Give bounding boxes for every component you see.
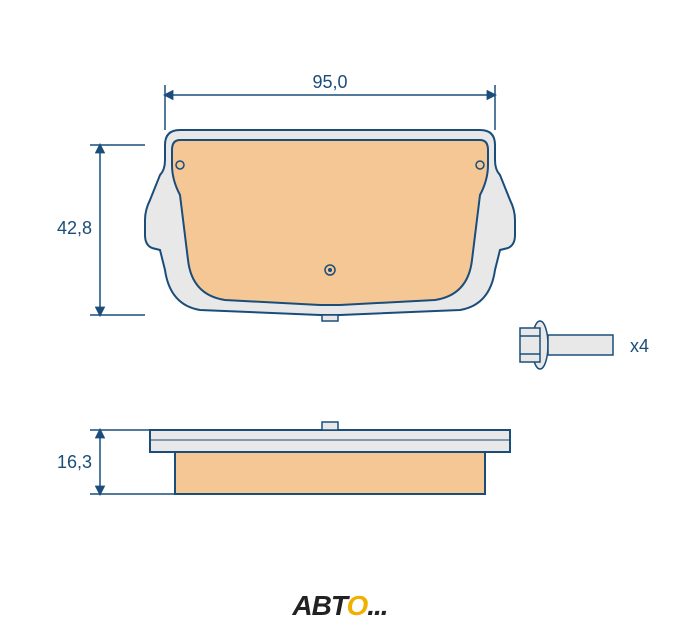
brake-pad-top-view: [145, 130, 515, 321]
width-value: 95,0: [312, 72, 347, 92]
watermark-accent: O: [346, 590, 367, 621]
brake-pad-side-view: [150, 422, 510, 494]
height-value: 42,8: [57, 218, 92, 238]
bolt: x4: [520, 321, 649, 369]
dimension-height: 42,8: [57, 145, 145, 315]
bolt-qty: x4: [630, 336, 649, 356]
technical-drawing: 95,0 42,8 x4: [0, 0, 680, 630]
dimension-width: 95,0: [165, 72, 495, 130]
watermark: ABTO...: [292, 590, 387, 622]
watermark-suffix: ...: [367, 590, 387, 621]
watermark-dark: ABT: [292, 590, 346, 621]
thickness-value: 16,3: [57, 452, 92, 472]
